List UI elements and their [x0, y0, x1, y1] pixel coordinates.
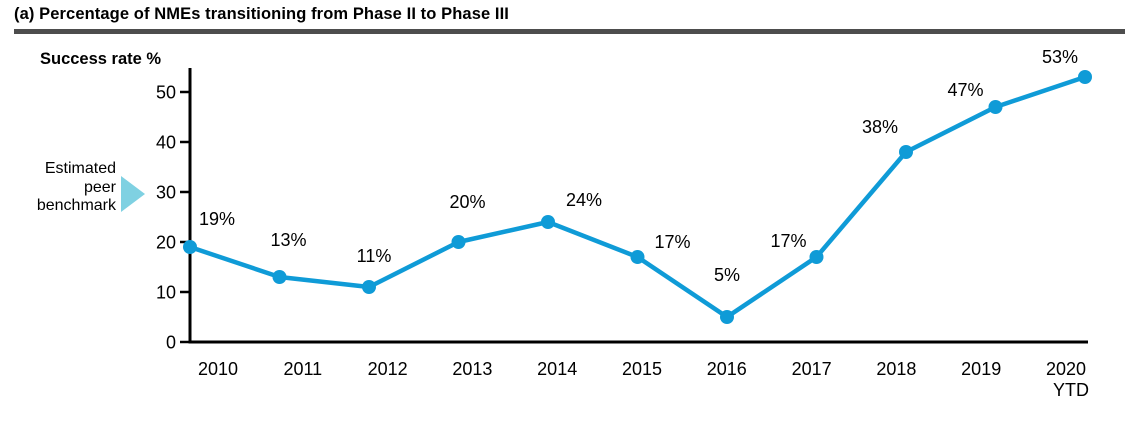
x-tick-sublabel: YTD: [1053, 380, 1089, 400]
data-label: 5%: [714, 265, 740, 285]
y-tick-label: 50: [156, 83, 176, 103]
y-tick-label: 20: [156, 233, 176, 253]
data-point: [183, 240, 197, 254]
data-point: [272, 270, 287, 284]
heading-prefix: (a): [14, 5, 35, 23]
y-tick-label: 40: [156, 133, 176, 153]
data-label: 19%: [199, 209, 235, 229]
data-point: [899, 145, 913, 159]
data-label: 53%: [1042, 47, 1078, 67]
data-point: [630, 250, 645, 264]
y-tick-label: 10: [156, 283, 176, 303]
x-tick-label: 2011: [283, 359, 322, 379]
data-point: [541, 215, 555, 229]
x-tick-label: 2019: [961, 359, 1001, 379]
x-tick-label: 2014: [537, 359, 577, 379]
x-tick-label: 2012: [368, 359, 408, 379]
benchmark-arrow-icon: [121, 176, 145, 212]
x-tick-label: 2020: [1046, 359, 1086, 379]
data-label: 38%: [862, 117, 898, 137]
data-point: [451, 235, 466, 249]
y-tick-label: 30: [156, 183, 176, 203]
data-point: [720, 310, 734, 324]
y-axis-title: Success rate %: [40, 50, 162, 68]
data-point: [988, 100, 1003, 114]
data-label: 24%: [566, 190, 602, 210]
chart-heading: (a) Percentage of NMEs transitioning fro…: [14, 5, 509, 24]
data-label: 20%: [449, 192, 485, 212]
y-tick-label: 0: [166, 333, 176, 353]
header-rule: [14, 29, 1125, 34]
series-line: [187, 74, 1088, 320]
x-tick-label: 2015: [622, 359, 662, 379]
data-point: [809, 250, 824, 264]
data-label: 13%: [270, 230, 306, 250]
data-point: [362, 280, 376, 294]
benchmark-annotation-label: Estimated peer benchmark: [36, 160, 116, 214]
data-label: 17%: [770, 231, 806, 251]
x-tick-label: 2018: [876, 359, 916, 379]
x-tick-label: 2013: [452, 359, 492, 379]
x-tick-label: 2017: [792, 359, 832, 379]
data-label: 11%: [357, 246, 392, 266]
data-label: 17%: [654, 232, 690, 252]
x-tick-label: 2010: [198, 359, 238, 379]
heading-title: Percentage of NMEs transitioning from Ph…: [39, 5, 509, 23]
data-point: [1078, 70, 1092, 84]
data-label: 47%: [947, 80, 983, 100]
x-tick-label: 2016: [707, 359, 747, 379]
